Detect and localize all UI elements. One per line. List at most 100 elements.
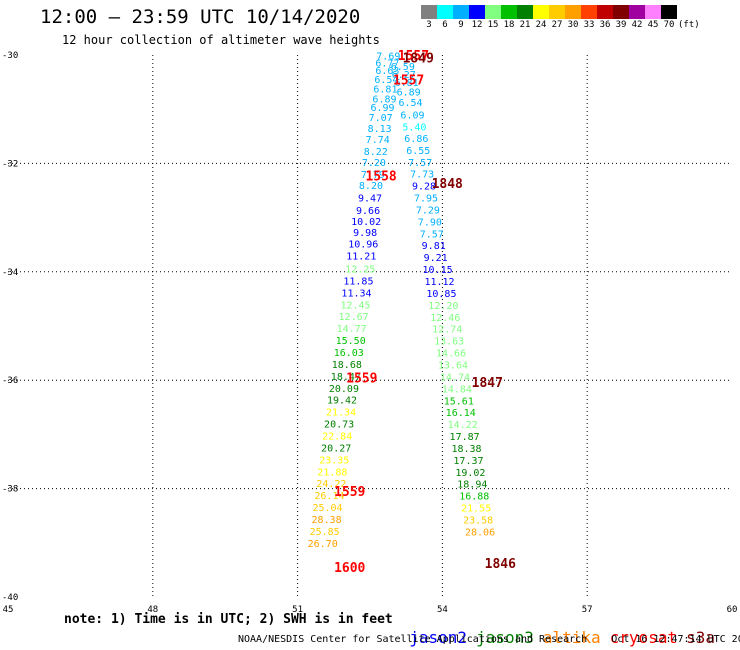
wave-height-label: 7.29 — [416, 205, 440, 216]
wave-height-label: 18.68 — [332, 360, 362, 371]
wave-height-label: 16.03 — [334, 348, 364, 359]
wave-height-label: 7.57 — [420, 229, 444, 240]
wave-height-label: 6.77 — [375, 59, 399, 70]
legend-jason2: jason2 — [409, 628, 468, 647]
y-tick-label: -38 — [2, 485, 18, 495]
scale-swatch — [533, 5, 549, 19]
scale-swatch — [613, 5, 629, 19]
x-tick-label: 48 — [147, 605, 158, 615]
pass-time-label: 1559 — [346, 371, 377, 386]
chart-subtitle: 12 hour collection of altimeter wave hei… — [62, 33, 380, 47]
scale-label: 27 — [551, 20, 563, 30]
wave-height-label: 8.22 — [364, 147, 388, 158]
wave-height-label: 7.79 — [361, 170, 385, 181]
y-tick-label: -40 — [2, 593, 18, 603]
wave-height-label: 11.12 — [424, 277, 454, 288]
wave-height-label: 13.63 — [434, 337, 464, 348]
scale-label: 6 — [442, 20, 448, 30]
axis-ticks: 45 48 51 54 57 60 -30 -32 -34 -36 -38 -40 — [2, 51, 737, 615]
wave-height-label: 9.66 — [356, 206, 380, 217]
legend-s3a: s3a — [686, 628, 715, 647]
wave-height-label: 6.27 — [392, 70, 416, 81]
wave-height-label: 12.74 — [432, 325, 462, 336]
scale-swatch — [549, 5, 565, 19]
wave-height-label: 25.85 — [310, 527, 340, 538]
wave-height-label: 12.25 — [345, 265, 375, 276]
pass-time-label: 1559 — [334, 485, 365, 500]
x-tick-label: 51 — [292, 605, 303, 615]
y-tick-label: -36 — [2, 376, 18, 386]
pass-time-label: 1558 — [365, 169, 396, 184]
scale-label: 45 — [647, 20, 659, 30]
wave-height-label: 14.74 — [440, 372, 470, 383]
wave-height-label: 7.74 — [366, 135, 390, 146]
scale-label: 42 — [631, 20, 643, 30]
wave-height-label: 11.21 — [346, 252, 376, 263]
wave-height-label: 5.40 — [402, 123, 426, 134]
x-tick-label: 57 — [582, 605, 593, 615]
wave-height-label: 28.38 — [312, 515, 342, 526]
x-tick-label: 54 — [437, 605, 448, 615]
wave-height-label: 15.61 — [444, 396, 474, 407]
wave-height-label: 7.90 — [418, 217, 442, 228]
wave-height-label: 21.88 — [317, 467, 347, 478]
wave-height-label: 6.99 — [371, 103, 395, 114]
wave-height-label: 10.85 — [426, 289, 456, 300]
pass-time-label: 1557 — [393, 73, 424, 88]
scale-swatch — [501, 5, 517, 19]
wave-height-label: 12.45 — [340, 300, 370, 311]
scale-label: 30 — [567, 20, 579, 30]
scale-label: 39 — [615, 20, 627, 30]
wave-height-label: 16.14 — [446, 408, 476, 419]
scale-swatch — [661, 5, 677, 19]
grid-lines — [8, 55, 732, 597]
scale-swatch — [517, 5, 533, 19]
scale-label: 12 — [471, 20, 483, 30]
wave-height-label: 15.50 — [336, 336, 366, 347]
wave-height-label: 6.55 — [406, 146, 430, 157]
wave-height-label: 10.15 — [423, 265, 453, 276]
legend-jason3: jason3 — [476, 628, 534, 647]
pass-time-label: 1557 — [398, 49, 429, 64]
wave-height-label: 7.73 — [410, 170, 434, 181]
wave-height-label: 13.64 — [438, 360, 468, 371]
wave-height-label: 11.85 — [343, 276, 373, 287]
wave-height-label: 22.84 — [322, 431, 352, 442]
chart-title: 12:00 – 23:59 UTC 10/14/2020 — [40, 6, 361, 28]
wave-height-label: 7.57 — [408, 158, 432, 169]
wave-height-label: 20.09 — [329, 384, 359, 395]
scale-label: 3 — [426, 20, 432, 30]
scale-label: 21 — [519, 20, 531, 30]
scale-swatch — [581, 5, 597, 19]
pass-time-label: 1600 — [334, 561, 365, 576]
scale-swatch — [421, 5, 437, 19]
wave-height-label: 6.81 — [395, 78, 419, 89]
wave-height-label: 6.89 — [372, 94, 396, 105]
x-tick-label: 45 — [3, 605, 14, 615]
wave-height-label: 24.22 — [316, 479, 346, 490]
wave-height-label: 12.46 — [430, 313, 460, 324]
scale-label: 18 — [503, 20, 515, 30]
scale-swatch — [629, 5, 645, 19]
wave-height-label: 14.84 — [442, 384, 472, 395]
y-tick-label: -34 — [2, 268, 18, 278]
pass-time-label: 1848 — [432, 177, 463, 192]
wave-height-label: 28.06 — [465, 527, 495, 538]
wave-height-label: 16.88 — [459, 492, 489, 503]
wave-height-label: 6.86 — [404, 134, 428, 145]
wave-height-label: 6.09 — [400, 111, 424, 122]
wave-height-label: 9.47 — [358, 194, 382, 205]
wave-height-label: 14.22 — [448, 420, 478, 431]
wave-height-label: 6.63 — [375, 66, 399, 77]
y-tick-label: -32 — [2, 159, 18, 169]
color-scale-swatches — [421, 5, 700, 19]
wave-height-label: 9.28 — [412, 182, 436, 193]
wave-height-label: 12.67 — [339, 312, 369, 323]
wave-height-label: 14.77 — [337, 324, 367, 335]
scale-swatch — [453, 5, 469, 19]
wave-height-label: 9.81 — [422, 241, 446, 252]
wave-height-label: 6.81 — [373, 85, 397, 96]
color-scale: 3 6 9 12 15 18 21 24 27 30 33 36 39 42 45 70 (ft) — [421, 5, 700, 30]
wave-height-label: 20.73 — [324, 420, 354, 431]
scale-swatch — [645, 5, 661, 19]
